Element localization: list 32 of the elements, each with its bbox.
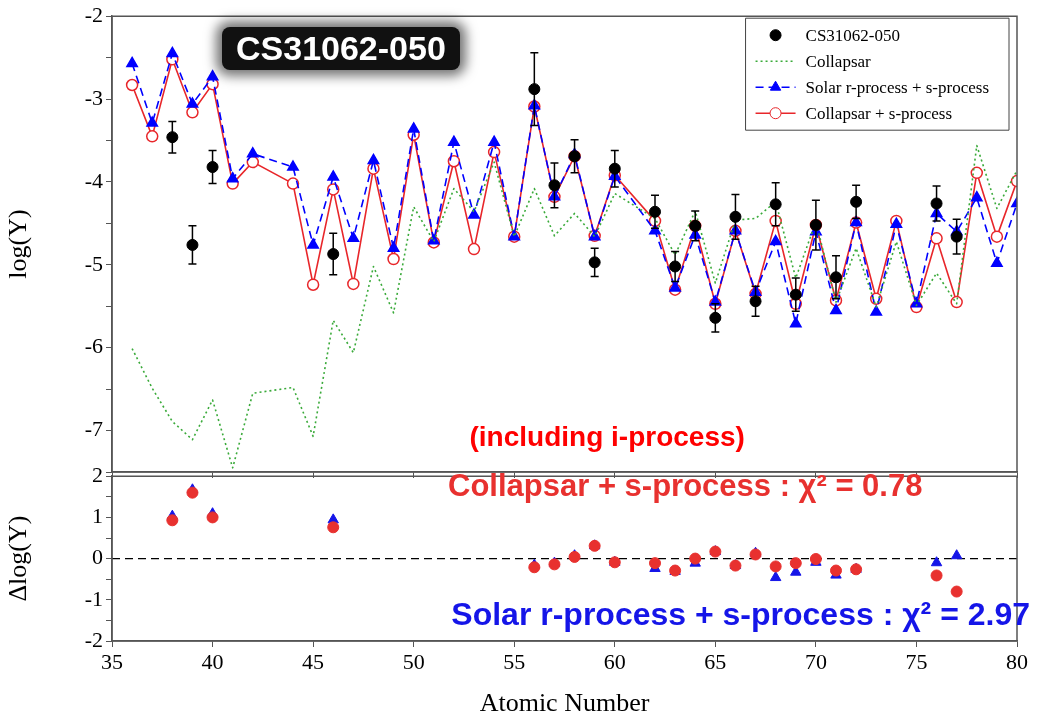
legend-label: CS31062-050 <box>805 25 901 45</box>
annotation: Collapsar + s-process : χ² = 0.78 <box>448 468 923 504</box>
y-tick-label: -7 <box>84 416 103 442</box>
legend-label: Collapsar + s-process <box>805 103 953 123</box>
x-tick-label: 70 <box>804 648 827 674</box>
y-tick-label: -1 <box>84 585 103 611</box>
x-tick-label: 80 <box>1006 648 1028 674</box>
x-tick-label: 50 <box>402 648 425 674</box>
y-tick-label: 2 <box>92 461 103 487</box>
x-tick-label: 60 <box>603 648 626 674</box>
y-tick-label: -2 <box>84 626 103 652</box>
y-tick-label: 0 <box>92 544 103 570</box>
annotation: (including i-process) <box>469 421 745 453</box>
x-tick-label: 55 <box>503 648 526 674</box>
annotation: CS31062-050 <box>222 27 460 70</box>
x-tick-label: 75 <box>905 648 928 674</box>
y-axis-title: Δlog(Y) <box>3 515 33 602</box>
y-axis-title: log(Y) <box>3 209 33 279</box>
y-tick-label: -2 <box>84 1 103 27</box>
y-tick-label: -3 <box>84 84 103 110</box>
y-tick-label: -4 <box>84 167 103 193</box>
x-tick-label: 45 <box>302 648 325 674</box>
x-tick-label: 35 <box>101 648 123 674</box>
x-tick-label: 65 <box>704 648 727 674</box>
y-tick-label: 1 <box>92 503 103 529</box>
y-tick-label: -5 <box>84 250 103 276</box>
annotation: Solar r-process + s-process : χ² = 2.97 <box>451 596 1030 633</box>
x-axis-title: Atomic Number <box>479 688 650 718</box>
legend-label: Collapsar <box>805 51 872 71</box>
x-tick-label: 40 <box>201 648 224 674</box>
y-tick-label: -6 <box>84 333 103 359</box>
legend-label: Solar r-process + s-process <box>805 77 990 97</box>
